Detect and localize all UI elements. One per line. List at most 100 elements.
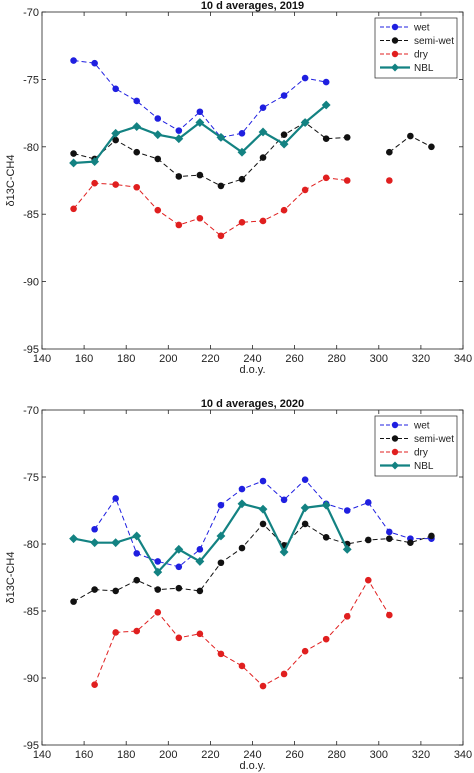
- y-tick-label: -95: [23, 740, 39, 752]
- data-point: [343, 613, 351, 620]
- x-tick-label: 200: [159, 749, 177, 761]
- data-point: [386, 611, 393, 619]
- data-point: [280, 206, 288, 214]
- data-point: [322, 174, 330, 182]
- data-point: [301, 520, 309, 528]
- series-wet: [70, 57, 330, 141]
- chart-title: 10 d averages, 2020: [201, 398, 304, 410]
- data-point: [386, 148, 393, 156]
- data-point: [133, 576, 141, 584]
- data-point: [70, 150, 77, 157]
- data-point: [196, 587, 204, 595]
- data-point: [175, 221, 183, 229]
- data-point: [154, 155, 162, 163]
- data-point: [238, 485, 246, 493]
- data-point: [238, 175, 246, 183]
- data-point: [238, 218, 246, 226]
- data-point: [154, 609, 162, 616]
- y-tick-label: -90: [23, 673, 39, 685]
- y-tick-label: -95: [23, 344, 39, 356]
- data-point: [90, 157, 100, 167]
- data-point: [279, 547, 289, 557]
- data-point: [259, 477, 267, 485]
- x-tick-label: 240: [243, 353, 261, 365]
- y-tick-label: -80: [23, 539, 39, 551]
- data-point: [174, 544, 184, 554]
- data-point: [407, 539, 414, 546]
- legend-marker: [391, 421, 399, 429]
- legend-label: NBL: [414, 63, 434, 74]
- x-tick-label: 280: [328, 353, 346, 365]
- legend-marker: [391, 435, 399, 442]
- chart-panel-2: 140 160 180 200 220 240 260 280 300 320 340 -95 -90 -…: [5, 398, 472, 772]
- data-point: [112, 85, 119, 93]
- legend-label: NBL: [414, 461, 434, 472]
- data-point: [300, 118, 310, 127]
- legend-label: dry: [414, 448, 428, 459]
- data-point: [300, 503, 310, 513]
- data-point: [258, 127, 268, 137]
- data-point: [364, 536, 372, 544]
- series-dry: [70, 174, 393, 240]
- legend-label: dry: [414, 50, 428, 61]
- x-tick-label: 320: [412, 749, 430, 761]
- data-point: [322, 78, 330, 86]
- data-point: [364, 499, 372, 506]
- data-point: [238, 544, 246, 552]
- data-point: [428, 532, 435, 540]
- data-point: [70, 57, 77, 64]
- legend-entry-wet: wet: [380, 23, 430, 34]
- data-point: [154, 115, 162, 122]
- data-point: [280, 131, 288, 138]
- legend-label: wet: [413, 421, 430, 432]
- data-point: [175, 127, 183, 134]
- data-point: [216, 531, 226, 541]
- data-point: [111, 538, 121, 548]
- data-point: [111, 128, 121, 138]
- x-tick-label: 200: [159, 353, 177, 365]
- x-tick-label: 240: [243, 749, 261, 761]
- data-point: [132, 122, 142, 132]
- data-point: [175, 584, 183, 592]
- data-point: [407, 132, 414, 140]
- data-point: [112, 136, 119, 144]
- data-point: [217, 232, 225, 240]
- data-point: [133, 627, 141, 635]
- data-point: [301, 186, 309, 194]
- data-point: [259, 104, 267, 112]
- data-point: [196, 630, 204, 638]
- data-point: [343, 177, 351, 184]
- series-wet: [91, 476, 435, 571]
- data-point: [70, 205, 77, 213]
- y-tick-label: -70: [23, 405, 39, 417]
- legend-entry-dry: dry: [380, 50, 428, 61]
- y-tick-label: -75: [23, 74, 39, 86]
- data-point: [259, 520, 267, 528]
- series-line: [73, 502, 349, 574]
- data-point: [238, 662, 246, 670]
- data-point: [217, 559, 225, 567]
- data-point: [195, 118, 205, 127]
- data-point: [343, 134, 351, 141]
- data-point: [154, 558, 162, 565]
- data-point: [175, 173, 183, 180]
- x-tick-label: 160: [75, 353, 93, 365]
- data-point: [91, 681, 98, 688]
- data-point: [133, 148, 141, 156]
- data-point: [216, 132, 226, 142]
- data-point: [91, 179, 98, 187]
- x-tick-label: 180: [117, 353, 135, 365]
- series-NBL: [69, 499, 352, 577]
- x-tick-label: 300: [370, 353, 388, 365]
- x-tick-label: 160: [75, 749, 93, 761]
- data-point: [237, 499, 247, 509]
- data-point: [174, 134, 184, 144]
- legend-entry-semi-wet: semi-wet: [380, 434, 454, 445]
- data-point: [217, 182, 225, 190]
- data-point: [133, 97, 141, 105]
- data-point: [364, 576, 372, 584]
- x-tick-label: 340: [454, 749, 472, 761]
- data-point: [321, 100, 331, 110]
- x-tick-label: 300: [370, 749, 388, 761]
